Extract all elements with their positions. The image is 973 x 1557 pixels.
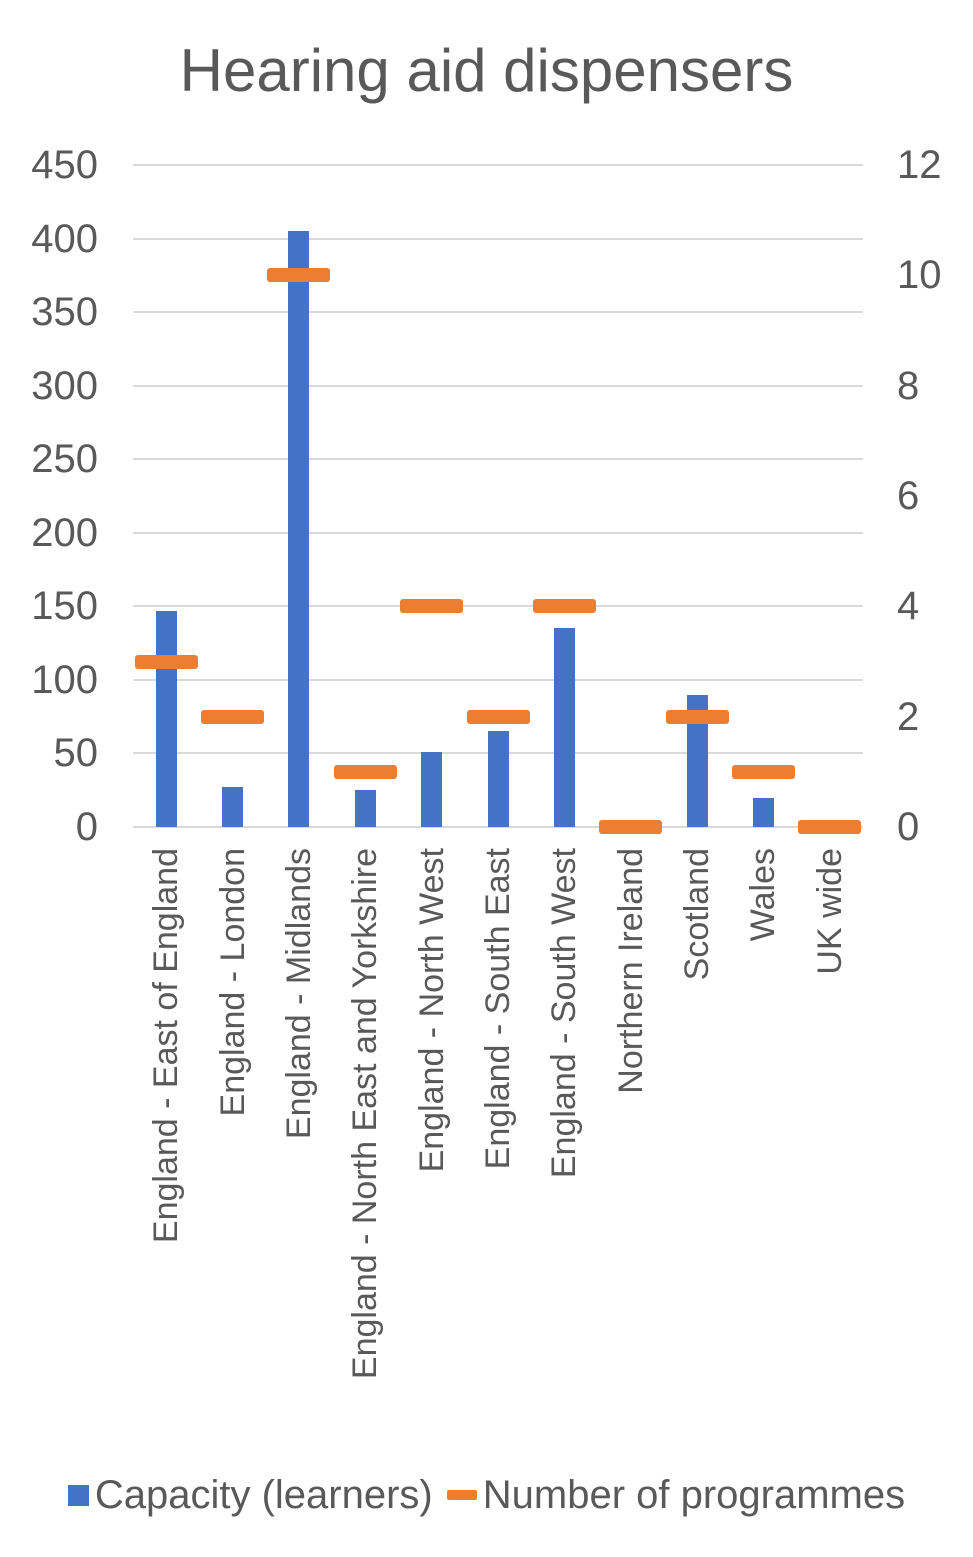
y-tick-label-left: 400 [31, 216, 98, 261]
x-category-label: Northern Ireland [611, 848, 650, 1094]
gridline [133, 164, 863, 166]
gridline [133, 458, 863, 461]
capacity-bar [487, 731, 509, 827]
y-tick-label-right: 0 [897, 805, 920, 849]
legend-item-capacity: Capacity (learners) [67, 1472, 433, 1518]
programmes-dash [333, 764, 397, 779]
x-category-label: England - North East and Yorkshire [346, 848, 385, 1380]
x-category-label: UK wide [810, 848, 849, 975]
programmes-dash [134, 654, 198, 669]
gridline [133, 311, 863, 314]
dashes-layer [133, 165, 863, 834]
capacity-bar [354, 790, 376, 827]
capacity-bar [288, 231, 310, 827]
y-tick-label-left: 100 [31, 657, 98, 702]
legend-item-programmes: Number of programmes [446, 1472, 906, 1518]
square-marker-icon [67, 1484, 89, 1506]
programmes-dash [267, 268, 331, 283]
y-tick-label-left: 450 [31, 143, 98, 187]
y-tick-label-left: 300 [31, 363, 98, 408]
x-category-label: England - East of England [147, 848, 186, 1244]
programmes-dash [466, 709, 530, 724]
plot-area [133, 164, 863, 834]
programmes-dash [532, 599, 596, 614]
x-category-label: England - London [213, 848, 252, 1117]
gridline [133, 384, 863, 387]
y-tick-label-right: 10 [897, 253, 942, 298]
legend: Capacity (learners) Number of programmes [0, 1470, 973, 1520]
gridline [133, 826, 863, 828]
x-category-label: England - Midlands [279, 848, 318, 1140]
bars-layer [133, 165, 863, 827]
programmes-dash [201, 709, 265, 724]
programmes-dash [665, 709, 729, 724]
y-tick-label-left: 200 [31, 510, 98, 555]
y-tick-label-right: 2 [897, 694, 920, 739]
y-tick-label-left: 250 [31, 437, 98, 482]
capacity-bar [686, 694, 708, 827]
y-tick-label-left: 0 [75, 805, 98, 849]
capacity-bar [421, 751, 443, 827]
legend-label-capacity: Capacity (learners) [94, 1472, 433, 1517]
chart-title: Hearing aid dispensers [179, 37, 794, 104]
x-category-label: England - South West [545, 848, 584, 1179]
gridlines-layer [133, 164, 863, 828]
y-tick-label-right: 6 [897, 474, 920, 518]
programmes-dash [400, 599, 464, 614]
gridline [133, 531, 863, 534]
programmes-dash [731, 764, 795, 779]
y-tick-label-right: 4 [897, 584, 920, 629]
gridline [133, 678, 863, 681]
x-category-label: England - North West [412, 848, 451, 1173]
y-tick-label-left: 50 [53, 731, 99, 776]
x-category-label: Scotland [678, 848, 717, 981]
gridline [133, 237, 863, 240]
y-tick-label-right: 8 [897, 363, 920, 408]
y-tick-label-left: 350 [31, 290, 98, 335]
x-category-label: England - South East [479, 848, 517, 1170]
y-tick-label-right: 12 [897, 143, 942, 187]
programmes-dash [599, 820, 663, 834]
programmes-dash [798, 820, 862, 834]
capacity-bar [553, 628, 575, 827]
gridline [133, 605, 863, 608]
capacity-bar [752, 797, 774, 827]
y-tick-label-left: 150 [31, 584, 98, 629]
dash-marker-icon [446, 1490, 477, 1500]
legend-label-programmes: Number of programmes [482, 1472, 906, 1517]
capacity-bar [222, 787, 244, 827]
x-category-label: Wales [744, 848, 783, 942]
